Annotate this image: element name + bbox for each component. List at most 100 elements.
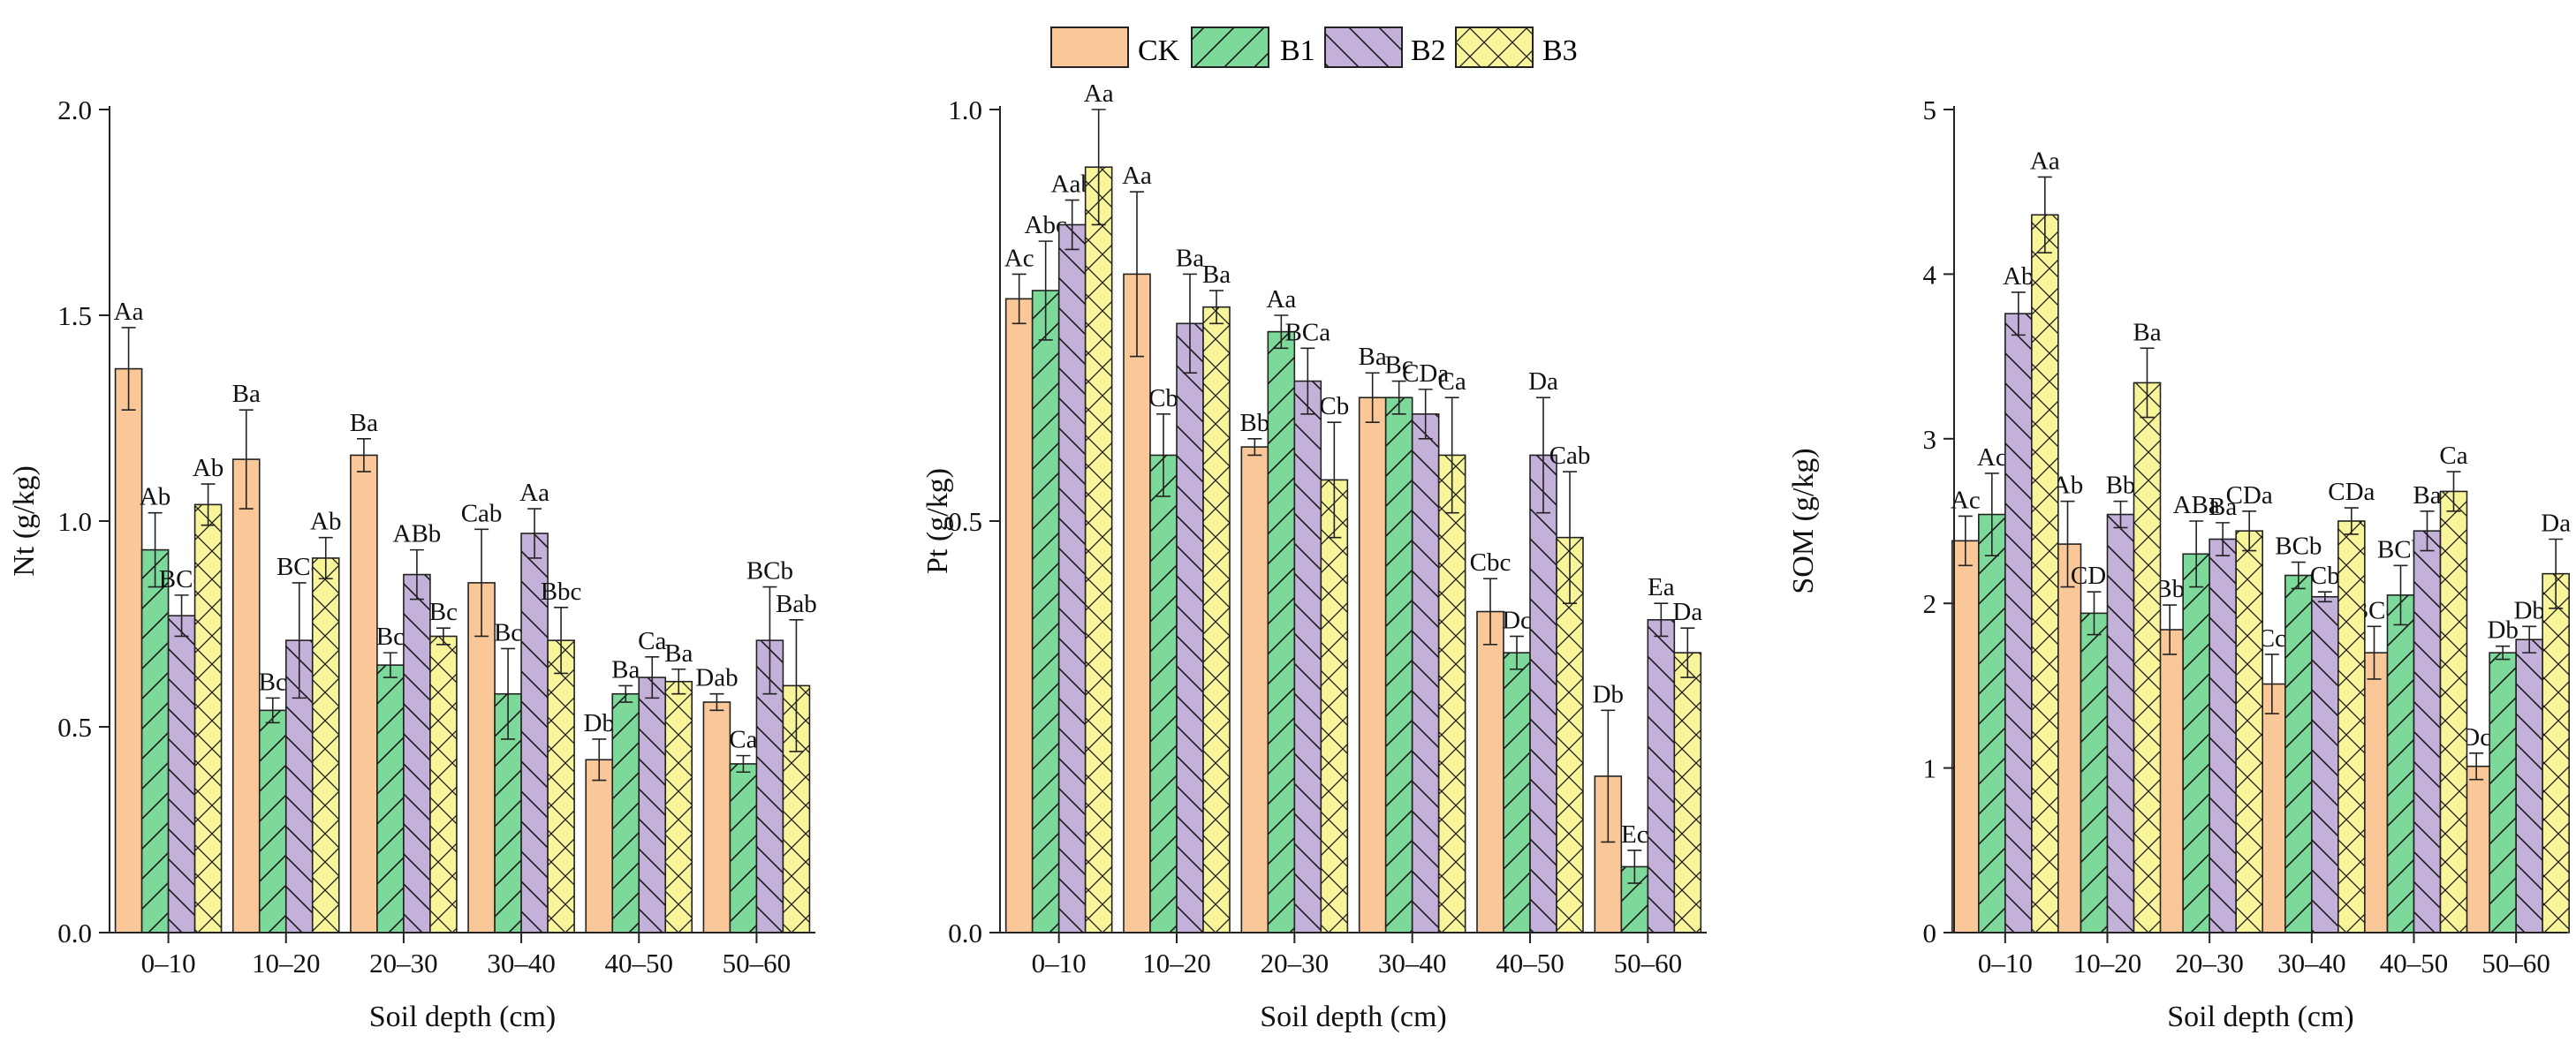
legend-swatch-b1-hatch bbox=[1192, 27, 1269, 67]
data-label-b1-2: ABa bbox=[2173, 491, 2220, 519]
data-label-ck-5: Db bbox=[1593, 680, 1624, 708]
bar-hatch-b1-0 bbox=[1978, 514, 2005, 933]
bar-hatch-b3-0 bbox=[2031, 215, 2058, 933]
bar-hatch-b3-1 bbox=[2133, 382, 2161, 933]
data-label-ck-3: Cab bbox=[461, 499, 503, 527]
bar-hatch-b1-1 bbox=[2080, 613, 2108, 933]
bar-hatch-b2-1 bbox=[2107, 514, 2134, 933]
data-label-b3-5: Bab bbox=[776, 590, 817, 618]
bar-ck-0 bbox=[114, 367, 143, 933]
legend-item-b2: B2 bbox=[1324, 26, 1446, 68]
data-label-b2-4: Ca bbox=[638, 627, 666, 655]
bar-hatch-b1-0 bbox=[141, 549, 169, 933]
data-label-b3-0: Aa bbox=[1084, 79, 1114, 108]
bar-hatch-b1-2 bbox=[2183, 554, 2210, 933]
bar-hatch-b3-5 bbox=[1674, 653, 1701, 933]
bar-ck-0 bbox=[1004, 298, 1034, 933]
bar-hatch-b1-3 bbox=[2284, 575, 2312, 933]
bar-hatch-b3-3 bbox=[1438, 455, 1466, 933]
data-label-b2-2: ABb bbox=[393, 520, 442, 548]
data-label-ck-4: Db bbox=[584, 709, 615, 737]
x-tick-label-1: 10–20 bbox=[2073, 948, 2142, 979]
y-tick-label-1: 1 bbox=[1923, 753, 1937, 784]
bar-hatch-b2-4 bbox=[1530, 455, 1557, 933]
data-label-b3-5: Da bbox=[1672, 598, 1702, 626]
data-label-b1-3: Bc bbox=[494, 618, 522, 646]
data-label-b2-5: BCb bbox=[746, 557, 793, 586]
data-label-ck-0: Ac bbox=[1951, 486, 1981, 514]
bar-hatch-b2-5 bbox=[1648, 619, 1675, 933]
y-tick-label-2: 2 bbox=[1923, 588, 1937, 619]
x-tick-label-4: 40–50 bbox=[2380, 948, 2449, 979]
data-label-b3-1: Ab bbox=[310, 508, 341, 536]
data-label-b3-3: Bbc bbox=[541, 578, 582, 606]
data-label-b2-1: Bb bbox=[2106, 472, 2136, 500]
bar-hatch-b3-4 bbox=[665, 681, 693, 933]
x-tick-label-3: 30–40 bbox=[487, 948, 556, 979]
data-label-b1-0: Ab bbox=[140, 483, 170, 511]
data-label-b3-5: Da bbox=[2541, 510, 2571, 538]
data-label-b2-2: BCa bbox=[1285, 318, 1331, 346]
bar-hatch-b2-2 bbox=[1294, 381, 1322, 933]
data-label-b1-5: Ca bbox=[729, 726, 757, 754]
bar-hatch-b2-2 bbox=[403, 574, 430, 933]
x-tick-label-1: 10–20 bbox=[1142, 948, 1211, 979]
x-axis-title: Soil depth (cm) bbox=[369, 1001, 557, 1033]
y-tick-label-3: 1.5 bbox=[57, 300, 92, 331]
bar-hatch-b1-0 bbox=[1032, 291, 1059, 933]
data-label-b2-3: Cb bbox=[2310, 562, 2340, 590]
bar-ck-4 bbox=[1476, 610, 1504, 933]
y-tick-label-0: 0 bbox=[1923, 918, 1937, 948]
x-tick-label-4: 40–50 bbox=[605, 948, 674, 979]
bar-hatch-b2-3 bbox=[2311, 596, 2338, 933]
bar-hatch-b1-3 bbox=[1385, 397, 1413, 933]
data-label-b3-2: Cb bbox=[1319, 392, 1349, 420]
bar-hatch-b3-1 bbox=[1203, 306, 1230, 933]
x-tick-label-1: 10–20 bbox=[252, 948, 321, 979]
data-label-b2-4: Ba bbox=[2413, 481, 2441, 510]
y-axis-title: Pt (g/kg) bbox=[921, 468, 954, 574]
x-tick-label-5: 50–60 bbox=[1614, 948, 1683, 979]
x-tick-label-3: 30–40 bbox=[1378, 948, 1447, 979]
bar-hatch-b3-1 bbox=[312, 557, 339, 933]
bar-hatch-b2-3 bbox=[1412, 413, 1439, 933]
bar-ck-5 bbox=[702, 701, 731, 933]
bar-hatch-b1-5 bbox=[2489, 653, 2517, 933]
bar-hatch-b2-3 bbox=[521, 533, 549, 933]
data-label-b3-0: Ab bbox=[193, 454, 224, 482]
data-label-b3-1: Ba bbox=[2133, 318, 2161, 346]
data-label-ck-2: Ba bbox=[350, 409, 378, 437]
bar-hatch-b3-5 bbox=[2542, 573, 2570, 933]
y-tick-label-0: 0.0 bbox=[57, 918, 92, 948]
data-label-b2-4: Da bbox=[1528, 367, 1558, 396]
x-tick-label-4: 40–50 bbox=[1496, 948, 1565, 979]
data-label-ck-4: Cbc bbox=[1470, 548, 1512, 577]
bar-hatch-b2-1 bbox=[1177, 323, 1203, 933]
data-label-b2-1: Ba bbox=[1176, 244, 1204, 272]
data-label-ck-3: Ba bbox=[1359, 343, 1387, 371]
bar-hatch-b1-1 bbox=[1150, 455, 1177, 933]
legend-item-b1: B1 bbox=[1191, 26, 1315, 68]
data-label-b3-4: Ba bbox=[664, 639, 693, 668]
data-label-b1-3: Bc bbox=[1385, 351, 1413, 380]
x-axis-title: Soil depth (cm) bbox=[2167, 1001, 2354, 1033]
y-tick-label-0: 0.0 bbox=[948, 918, 982, 948]
x-tick-label-0: 0–10 bbox=[1978, 948, 2033, 979]
data-label-ck-1: Aa bbox=[1122, 162, 1152, 190]
bar-hatch-b3-4 bbox=[2440, 491, 2467, 933]
data-label-b3-3: Ca bbox=[1438, 367, 1466, 396]
bar-ck-4 bbox=[585, 759, 614, 933]
bar-hatch-b1-5 bbox=[730, 763, 757, 933]
data-label-b3-4: Ca bbox=[2439, 442, 2467, 470]
bar-hatch-b1-4 bbox=[612, 693, 640, 933]
data-label-b2-3: CDa bbox=[1402, 359, 1449, 388]
bar-hatch-b3-3 bbox=[2337, 521, 2365, 933]
bar-hatch-b2-2 bbox=[2209, 539, 2237, 933]
data-label-b3-3: CDa bbox=[2328, 478, 2375, 506]
bar-ck-3 bbox=[1358, 397, 1387, 933]
bar-hatch-b2-0 bbox=[1058, 224, 1086, 933]
